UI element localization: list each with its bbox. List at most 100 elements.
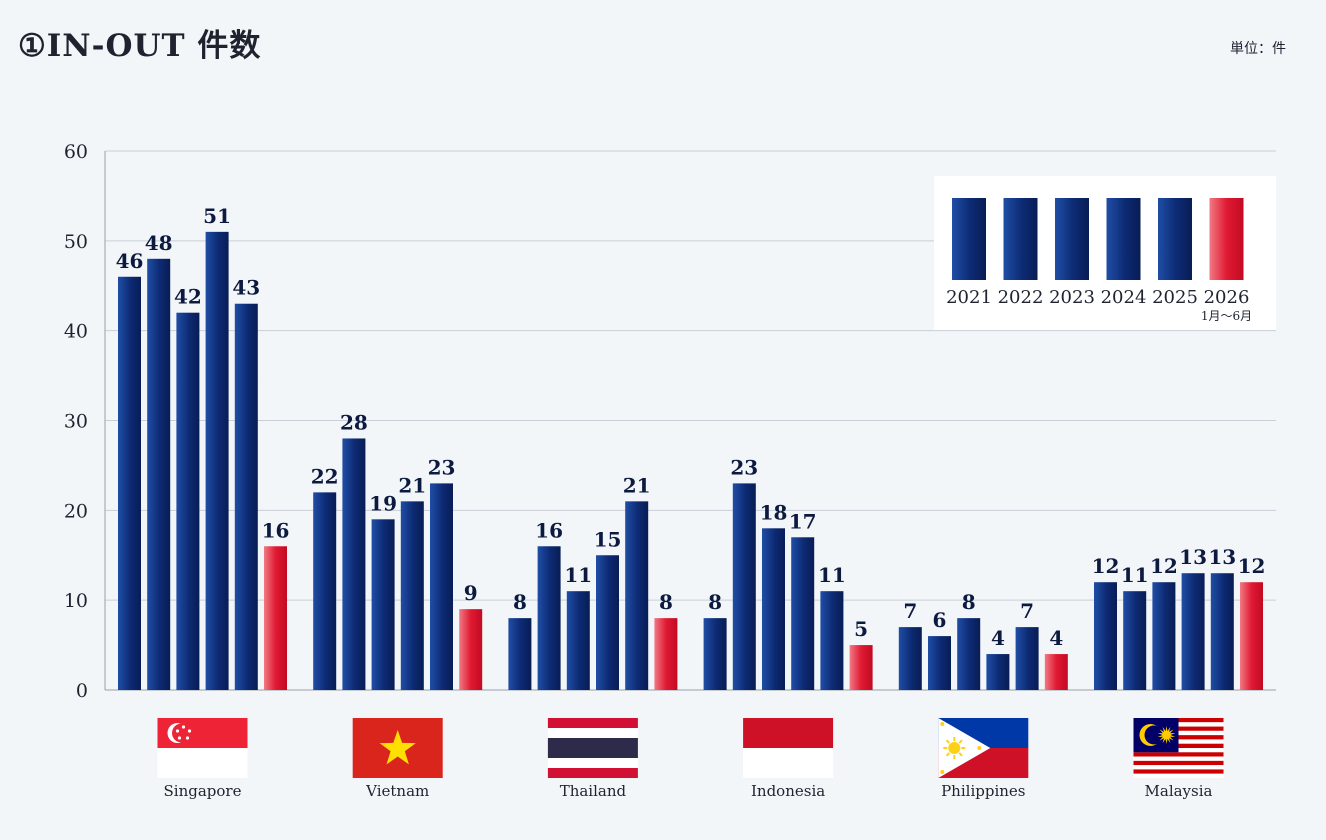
y-tick-label: 0 <box>76 680 88 702</box>
bar-thailand-2024 <box>596 555 619 690</box>
bar-vietnam-2024 <box>400 501 424 690</box>
data-label: 21 <box>623 473 651 497</box>
category-label: Philippines <box>941 782 1025 800</box>
malaysia-flag <box>1133 718 1224 778</box>
bar-indonesia-2023 <box>762 528 785 690</box>
chart-title: ①IN-OUT 件数 <box>18 28 262 64</box>
data-label: 46 <box>116 249 144 273</box>
data-label: 11 <box>1121 563 1149 587</box>
data-label: 8 <box>513 590 527 614</box>
data-label: 48 <box>145 231 173 255</box>
data-label: 23 <box>428 455 456 479</box>
bar-singapore-2021 <box>118 276 141 690</box>
bar-indonesia-2026 <box>849 645 873 690</box>
philippines-flag <box>938 718 1029 778</box>
data-label: 42 <box>174 285 202 309</box>
bar-vietnam-2026 <box>459 609 483 690</box>
category-label: Indonesia <box>751 782 825 800</box>
data-label: 23 <box>730 455 758 479</box>
bar-vietnam-2023 <box>371 519 395 690</box>
data-label: 21 <box>398 473 426 497</box>
data-label: 4 <box>991 626 1005 650</box>
data-label: 11 <box>564 563 592 587</box>
bar-malaysia-2025 <box>1210 573 1234 690</box>
bar-vietnam-2022 <box>342 438 366 690</box>
bar-malaysia-2022 <box>1123 591 1147 690</box>
vietnam-flag <box>352 718 443 778</box>
bar-singapore-2024 <box>205 231 229 690</box>
bar-indonesia-2021 <box>703 618 727 690</box>
bar-singapore-2023 <box>176 312 200 690</box>
bar-philippines-2022 <box>928 636 951 690</box>
y-tick-label: 50 <box>64 231 88 253</box>
unit-label: 単位：件 <box>1230 41 1286 57</box>
data-label: 6 <box>933 608 947 632</box>
bar-singapore-2022 <box>147 258 171 690</box>
bar-vietnam-2021 <box>313 492 337 690</box>
data-label: 8 <box>708 590 722 614</box>
bar-vietnam-2025 <box>430 483 453 690</box>
data-label: 7 <box>903 599 917 623</box>
legend-label: 2024 <box>1101 287 1147 308</box>
category-label: Singapore <box>164 782 242 800</box>
data-label: 4 <box>1049 626 1063 650</box>
legend-swatch-2022 <box>1003 198 1038 280</box>
grid-layer: 0 10 20 30 40 50 60 <box>64 141 1276 702</box>
legend-swatch-2021 <box>952 198 986 280</box>
data-label: 12 <box>1238 554 1266 578</box>
data-label: 19 <box>369 491 397 515</box>
bar-philippines-2021 <box>898 627 922 690</box>
data-label: 12 <box>1150 554 1178 578</box>
flags-layer <box>157 718 1224 778</box>
category-label: Vietnam <box>365 782 429 800</box>
data-label: 7 <box>1020 599 1034 623</box>
legend-label: 2022 <box>998 287 1044 308</box>
bar-philippines-2026 <box>1044 654 1068 690</box>
data-label: 12 <box>1092 554 1120 578</box>
bar-indonesia-2025 <box>820 591 844 690</box>
legend-label: 2021 <box>946 287 992 308</box>
y-tick-label: 40 <box>64 321 88 343</box>
bar-philippines-2025 <box>1015 627 1039 690</box>
bar-malaysia-2021 <box>1094 582 1117 690</box>
category-label: Thailand <box>560 782 627 800</box>
legend-swatch-2025 <box>1158 198 1192 280</box>
legend-label: 2026 <box>1204 287 1250 308</box>
category-label: Malaysia <box>1145 782 1213 800</box>
data-label: 22 <box>311 464 339 488</box>
data-label: 13 <box>1179 545 1207 569</box>
bar-philippines-2023 <box>957 618 981 690</box>
singapore-flag <box>157 718 248 778</box>
bar-malaysia-2024 <box>1181 573 1205 690</box>
data-label: 43 <box>232 276 260 300</box>
legend-label: 2025 <box>1152 287 1198 308</box>
bars-layer: 464842514316Singapore22281921239Vietnam8… <box>116 204 1266 800</box>
thailand-flag <box>547 718 638 778</box>
legend-swatch-2023 <box>1055 198 1089 280</box>
bar-thailand-2021 <box>508 618 532 690</box>
data-label: 51 <box>203 204 231 228</box>
y-tick-label: 30 <box>64 411 88 433</box>
data-label: 16 <box>535 518 563 542</box>
data-label: 11 <box>818 563 846 587</box>
bar-thailand-2022 <box>537 546 561 690</box>
bar-philippines-2024 <box>986 654 1010 690</box>
legend-note: 1月～6月 <box>1201 309 1252 323</box>
y-tick-label: 20 <box>64 500 88 522</box>
y-tick-label: 60 <box>64 141 88 163</box>
data-label: 8 <box>659 590 673 614</box>
indonesia-flag <box>743 718 834 778</box>
data-label: 8 <box>962 590 976 614</box>
bar-singapore-2026 <box>264 546 287 690</box>
data-label: 28 <box>340 410 368 434</box>
bar-singapore-2025 <box>234 303 258 690</box>
y-tick-label: 10 <box>64 590 88 612</box>
data-label: 5 <box>854 617 868 641</box>
bar-thailand-2023 <box>566 591 590 690</box>
data-label: 17 <box>789 509 817 533</box>
data-label: 9 <box>464 581 478 605</box>
legend-label: 2023 <box>1049 287 1095 308</box>
bar-indonesia-2024 <box>791 537 815 690</box>
bar-thailand-2026 <box>654 618 678 690</box>
